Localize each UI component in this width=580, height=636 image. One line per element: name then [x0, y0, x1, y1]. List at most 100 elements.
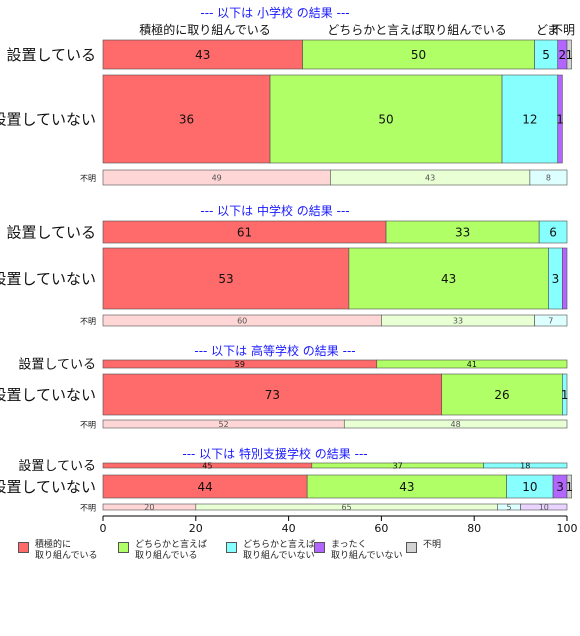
value-label: 49 [212, 173, 222, 182]
bar-segment [529, 169, 568, 186]
bar-segment [102, 39, 303, 70]
legend-label: 積極的に 取り組んでいる [35, 540, 98, 561]
x-tick-label: 0 [100, 522, 107, 535]
value-label: 60 [237, 316, 247, 325]
bar-segment [343, 419, 568, 429]
panel-title: --- 以下は 特別支援学校 の結果 --- [182, 446, 367, 461]
top-category-label: 不明 [551, 23, 575, 37]
x-tick-label: 20 [189, 522, 203, 535]
bar-segment [269, 74, 503, 164]
bar-segment [441, 373, 563, 416]
value-label: 36 [179, 112, 194, 126]
row-label: 不明 [80, 504, 96, 513]
bar-segment [562, 373, 568, 416]
bar-segment [534, 314, 568, 327]
row-label: 設置している [6, 223, 96, 241]
value-label: 73 [265, 388, 280, 402]
bar-segment [348, 247, 549, 310]
panel-title: --- 以下は 小学校 の結果 --- [200, 5, 349, 20]
value-label: 8 [546, 173, 551, 182]
value-label: 7 [548, 316, 553, 325]
value-label: 41 [467, 360, 477, 369]
legend-label: どちらかと言えば 取り組んでいる [135, 540, 208, 561]
bar-segment [562, 247, 568, 310]
value-label: 10 [522, 480, 537, 494]
value-label: 10 [539, 503, 549, 512]
value-label: 50 [411, 48, 426, 62]
value-label: 2 [559, 48, 567, 62]
legend-item: どちらかと言えば 取り組んでいない [226, 540, 315, 562]
x-tick-label: 40 [282, 522, 296, 535]
bar-segment [483, 462, 568, 469]
bar-segment [566, 474, 572, 499]
value-label: 1 [561, 388, 569, 402]
value-label: 5 [506, 503, 511, 512]
bar-segment [501, 74, 559, 164]
value-label: 37 [393, 461, 403, 470]
legend-item: まったく 取り組んでいない [314, 540, 403, 562]
value-label: 44 [197, 480, 212, 494]
value-label: 12 [522, 112, 537, 126]
value-label: 48 [451, 420, 461, 429]
row-label: 設置していない [0, 110, 96, 128]
value-label: 52 [219, 420, 229, 429]
value-label: 43 [441, 272, 456, 286]
legend: 積極的に 取り組んでいる どちらかと言えば 取り組んでいる どちらかと言えば 取り組… [18, 540, 578, 580]
legend-swatch [406, 542, 417, 553]
legend-label: 不明 [423, 540, 442, 550]
panel-title: --- 以下は 高等学校 の結果 --- [194, 343, 355, 358]
legend-item: 積極的に 取り組んでいる [18, 540, 98, 562]
row-label: 設置していない [0, 478, 96, 496]
value-label: 61 [237, 225, 252, 239]
bar-segment [376, 359, 568, 369]
bar-segment [566, 39, 572, 70]
legend-label: まったく 取り組んでいない [331, 540, 403, 561]
value-label: 65 [342, 503, 352, 512]
value-label: 3 [556, 480, 564, 494]
row-label: 設置している [6, 46, 96, 64]
value-label: 33 [453, 316, 463, 325]
value-label: 1 [565, 48, 573, 62]
bar-segment [538, 220, 568, 244]
value-label: 6 [549, 225, 557, 239]
value-label: 43 [195, 48, 210, 62]
value-label: 3 [552, 272, 560, 286]
top-category-label: ど [536, 23, 548, 37]
value-label: 20 [144, 503, 154, 512]
value-label: 43 [425, 173, 435, 182]
x-tick-label: 60 [374, 522, 388, 535]
legend-item: 不明 [406, 540, 441, 553]
x-tick-label: 100 [557, 522, 578, 535]
value-label: 33 [455, 225, 470, 239]
legend-swatch [314, 542, 325, 553]
bar-segment [102, 247, 350, 310]
x-tick-label: 80 [467, 522, 481, 535]
legend-label: どちらかと言えば 取り組んでいない [243, 540, 316, 561]
value-label: 59 [235, 360, 245, 369]
value-label: 1 [565, 480, 573, 494]
value-label: 1 [556, 112, 564, 126]
value-label: 43 [399, 480, 414, 494]
top-category-label: どちらかと言えば取り組んでいる [327, 23, 506, 37]
row-label: 不明 [80, 317, 96, 326]
legend-swatch [118, 542, 129, 553]
bar-segment [102, 74, 271, 164]
value-label: 50 [378, 112, 393, 126]
bar-segment [557, 74, 563, 164]
value-label: 5 [542, 48, 550, 62]
top-category-label: ま [547, 23, 559, 37]
legend-item: どちらかと言えば 取り組んでいる [118, 540, 207, 562]
row-label: 設置していない [0, 386, 96, 404]
row-label: 設置している [18, 458, 96, 474]
value-label: 53 [218, 272, 233, 286]
bar-segment [520, 503, 568, 511]
bar-segment [102, 373, 443, 416]
legend-swatch [18, 542, 29, 553]
panel-title: --- 以下は 中学校 の結果 --- [200, 203, 349, 218]
legend-swatch [226, 542, 237, 553]
value-label: 18 [520, 461, 530, 470]
value-label: 45 [202, 461, 212, 470]
row-label: 不明 [80, 174, 96, 183]
row-label: 不明 [80, 421, 96, 430]
